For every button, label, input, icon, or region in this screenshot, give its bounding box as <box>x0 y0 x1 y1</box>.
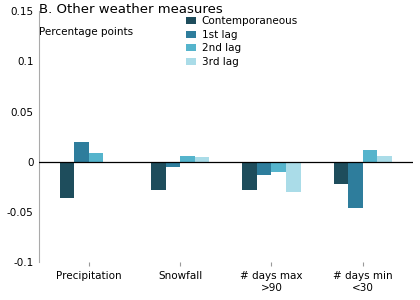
Bar <box>242 162 257 190</box>
Bar <box>151 162 165 190</box>
Bar <box>378 156 392 162</box>
Bar <box>195 157 209 162</box>
Bar <box>74 142 89 162</box>
Text: B. Other weather measures: B. Other weather measures <box>39 3 222 16</box>
Bar <box>257 162 271 175</box>
Text: Percentage points: Percentage points <box>39 27 133 37</box>
Bar <box>165 162 180 167</box>
Bar <box>60 162 74 198</box>
Bar <box>348 162 363 208</box>
Bar <box>333 162 348 184</box>
Bar <box>363 150 378 162</box>
Bar <box>89 153 103 162</box>
Bar <box>271 162 286 172</box>
Bar <box>103 162 118 163</box>
Bar <box>286 162 301 192</box>
Bar <box>180 156 195 162</box>
Legend: Contemporaneous, 1st lag, 2nd lag, 3rd lag: Contemporaneous, 1st lag, 2nd lag, 3rd l… <box>186 16 298 67</box>
